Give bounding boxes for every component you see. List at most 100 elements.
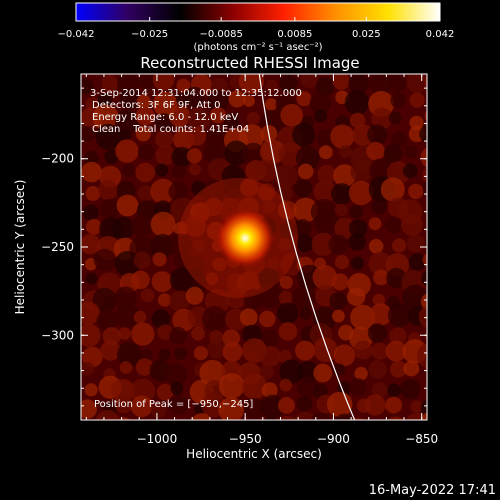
texture-blob	[318, 145, 333, 160]
texture-blob	[422, 179, 427, 198]
texture-blob	[151, 309, 171, 329]
texture-blob	[418, 306, 427, 328]
texture-blob	[116, 194, 139, 217]
texture-blob	[293, 179, 313, 198]
texture-blob	[368, 239, 384, 254]
texture-blob	[262, 200, 275, 214]
texture-blob	[81, 323, 101, 347]
annotation-detectors: Detectors: 3F 6F 9F, Att 0	[92, 100, 220, 111]
texture-blob	[367, 124, 388, 145]
texture-blob	[228, 90, 246, 108]
texture-blob	[88, 419, 97, 420]
texture-blob	[279, 275, 293, 289]
texture-blob	[402, 284, 427, 310]
texture-blob	[218, 373, 245, 399]
texture-blob	[258, 364, 274, 380]
texture-blob	[225, 286, 247, 309]
y-tick-label: −200	[41, 152, 74, 166]
texture-blob	[261, 382, 278, 399]
peak-position-label: Position of Peak = [−950,−245]	[94, 399, 253, 410]
texture-blob	[171, 146, 192, 168]
texture-blob	[353, 340, 373, 360]
texture-blob	[135, 126, 151, 142]
texture-blob	[81, 361, 95, 376]
texture-blob	[259, 310, 276, 328]
texture-blob	[155, 163, 169, 177]
colorbar-tick-label: −0.025	[131, 29, 168, 40]
texture-blob	[369, 303, 392, 326]
texture-blob	[277, 302, 299, 324]
texture-blob	[266, 257, 279, 270]
x-tick-label: −850	[405, 432, 438, 446]
texture-blob	[296, 376, 319, 399]
texture-blob	[299, 307, 313, 321]
texture-blob	[116, 180, 136, 200]
texture-blob	[114, 395, 133, 414]
texture-blob	[329, 292, 347, 310]
texture-blob	[191, 180, 207, 196]
texture-blob	[369, 420, 386, 437]
texture-blob	[420, 147, 427, 168]
texture-blob	[239, 308, 258, 327]
texture-blob	[390, 360, 407, 378]
texture-blob	[334, 217, 356, 240]
texture-blob	[81, 301, 100, 325]
texture-blob	[278, 397, 295, 414]
texture-blob	[111, 379, 135, 403]
texture-blob	[150, 178, 176, 204]
texture-blob	[115, 303, 140, 328]
texture-blob	[420, 412, 427, 420]
texture-blob	[185, 286, 204, 305]
texture-blob	[312, 265, 338, 290]
texture-blob	[258, 268, 280, 290]
texture-blob	[150, 233, 175, 259]
texture-blob	[157, 293, 172, 307]
texture-blob	[154, 113, 174, 132]
texture-blob	[215, 419, 222, 420]
texture-blob	[354, 366, 368, 381]
texture-blob	[151, 271, 173, 293]
texture-blob	[158, 348, 171, 361]
texture-blob	[421, 270, 427, 286]
texture-blob	[408, 253, 426, 271]
texture-blob	[260, 329, 279, 348]
texture-blob	[84, 383, 98, 397]
texture-blob	[314, 109, 328, 123]
texture-blob	[85, 186, 101, 201]
texture-blob	[100, 340, 121, 361]
texture-blob	[426, 226, 427, 234]
texture-blob	[265, 98, 278, 111]
texture-blob	[350, 256, 365, 270]
texture-blob	[313, 180, 337, 203]
x-axis-label: Heliocentric X (arcsec)	[186, 447, 322, 461]
texture-blob	[119, 129, 132, 142]
image-texture	[81, 74, 427, 437]
texture-blob	[369, 74, 394, 95]
texture-blob	[202, 305, 228, 332]
texture-blob	[202, 180, 227, 205]
texture-blob	[386, 267, 407, 289]
texture-blob	[156, 383, 174, 401]
annotation-time-range: 3-Sep-2014 12:31:04.000 to 12:35:12.000	[90, 88, 302, 99]
texture-blob	[140, 288, 155, 303]
texture-blob	[170, 381, 184, 395]
texture-blob	[351, 417, 365, 420]
texture-blob	[239, 178, 259, 197]
texture-blob	[131, 270, 150, 290]
texture-blob	[81, 161, 102, 183]
texture-blob	[408, 183, 424, 200]
texture-blob	[311, 232, 335, 256]
texture-blob	[136, 94, 151, 109]
texture-blob	[293, 219, 312, 238]
texture-blob	[155, 130, 174, 149]
texture-blob	[410, 400, 423, 413]
texture-blob	[425, 362, 427, 374]
texture-blob	[218, 397, 244, 420]
texture-blob	[296, 234, 314, 253]
texture-blob	[169, 326, 188, 345]
texture-blob	[369, 158, 393, 183]
footer-timestamp: 16-May-2022 17:41	[369, 483, 496, 498]
texture-blob	[401, 214, 423, 236]
texture-blob	[168, 394, 189, 415]
